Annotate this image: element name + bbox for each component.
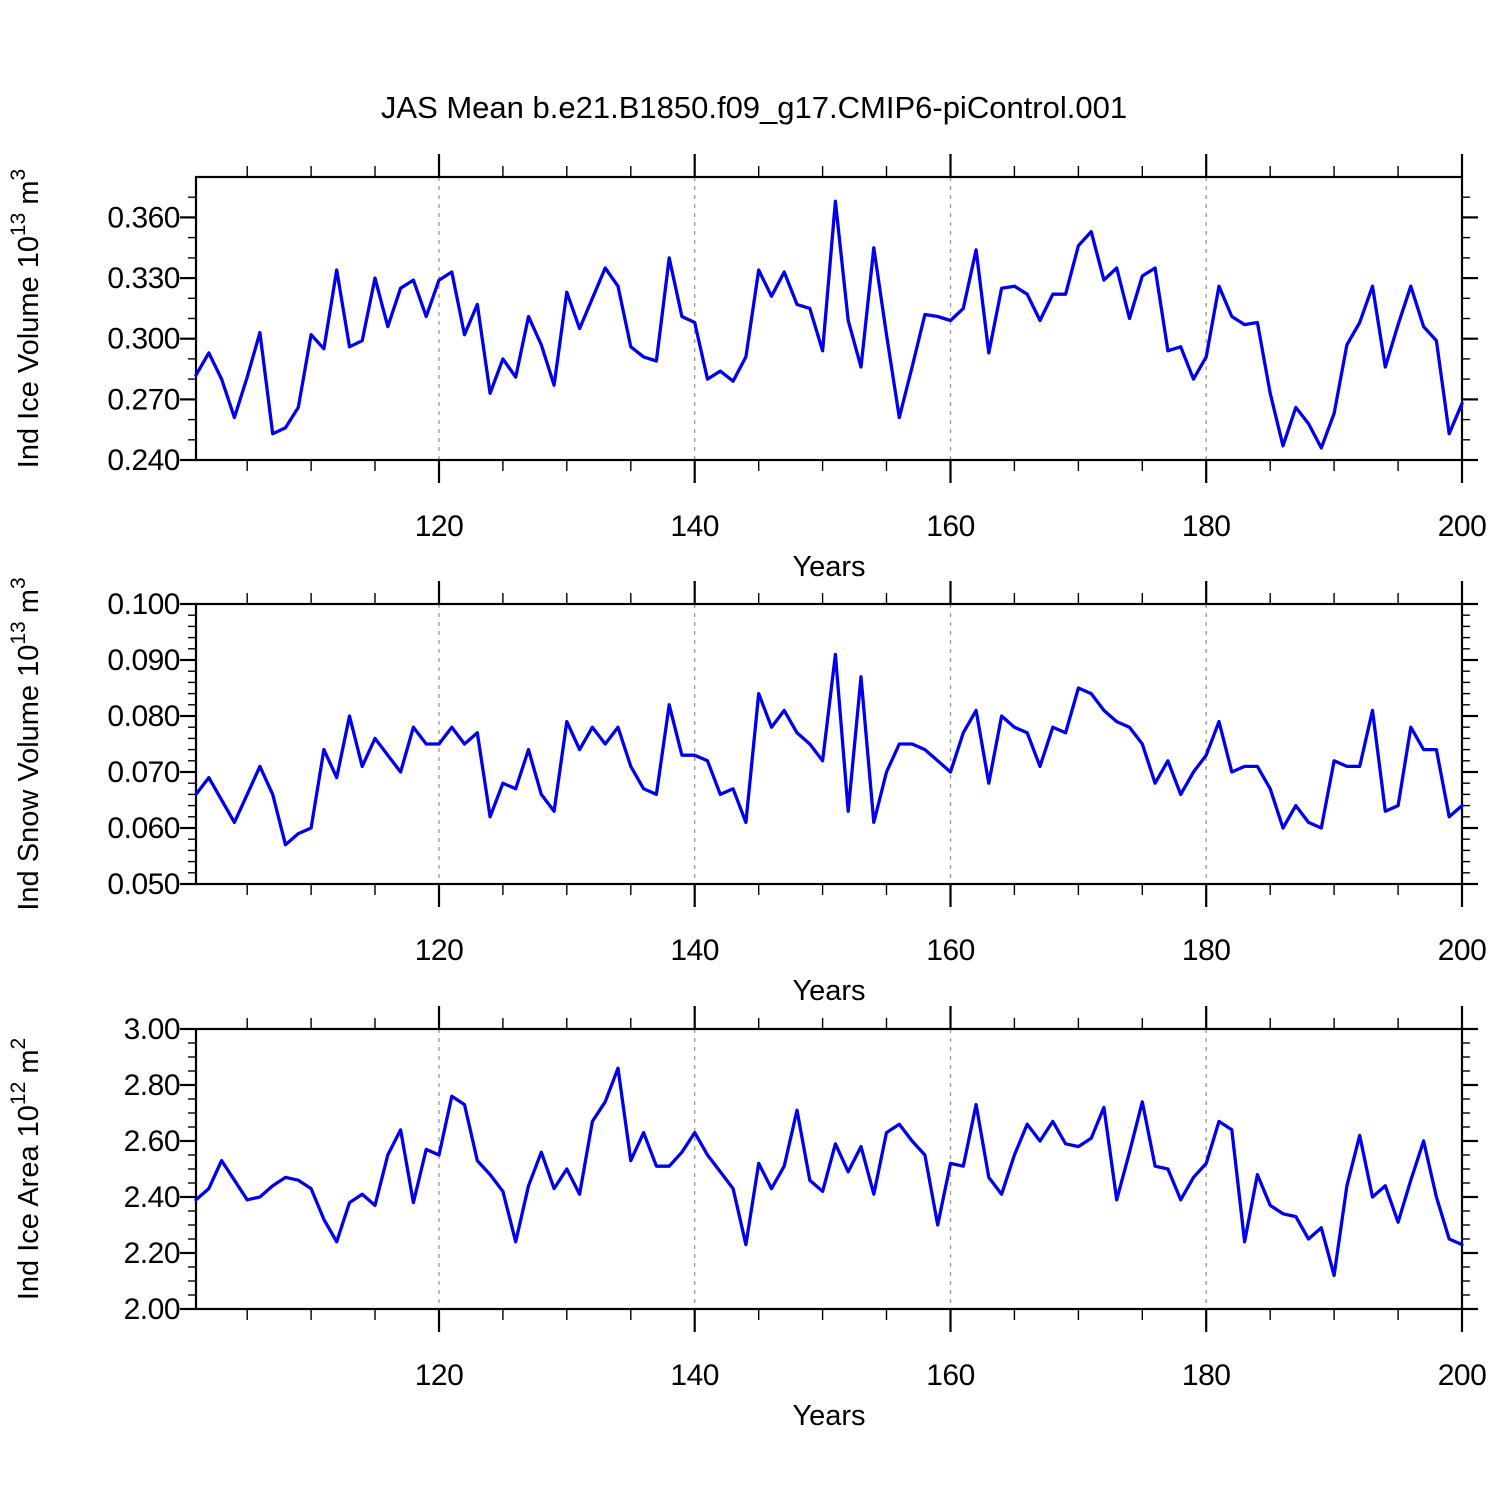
plot-frame xyxy=(194,602,1464,886)
y-tick-label: 0.270 xyxy=(107,383,180,416)
x-tick-label: 160 xyxy=(926,934,975,967)
y-tick-label: 2.20 xyxy=(124,1237,180,1270)
y-tick-label: 0.360 xyxy=(107,201,180,234)
y-axis-title: Ind Ice Volume 1013 m3 xyxy=(7,169,45,468)
y-tick-label: 0.240 xyxy=(107,444,180,477)
y-tick-label: 2.40 xyxy=(124,1181,180,1214)
y-axis-title: Ind Ice Area 1012 m2 xyxy=(7,1038,45,1300)
y-tick-label: 0.070 xyxy=(107,756,180,789)
y-tick-label: 2.80 xyxy=(124,1069,180,1102)
x-tick-label: 140 xyxy=(670,510,719,543)
x-axis-label: Years xyxy=(792,551,865,583)
y-tick-label: 0.050 xyxy=(107,868,180,901)
y-tick-label: 0.060 xyxy=(107,812,180,845)
x-tick-label: 180 xyxy=(1182,1359,1231,1392)
y-tick-label: 3.00 xyxy=(124,1013,180,1046)
x-tick-label: 120 xyxy=(415,1359,464,1392)
x-tick-label: 140 xyxy=(670,1359,719,1392)
series-line-snow-volume xyxy=(194,652,1464,847)
y-tick-label: 0.100 xyxy=(107,588,180,621)
panel-ice-volume: 0.360 0.330 0.300 0.270 0.240 120 140 160 180 200… xyxy=(7,154,1487,583)
x-tick-label: 200 xyxy=(1438,1359,1487,1392)
x-tick-label: 180 xyxy=(1182,510,1231,543)
series-line-ice-area xyxy=(194,1066,1464,1278)
x-tick-label: 120 xyxy=(415,510,464,543)
y-axis-title: Ind Snow Volume 1013 m3 xyxy=(7,577,45,910)
plot-frame xyxy=(194,175,1464,462)
x-tick-label: 120 xyxy=(415,934,464,967)
y-tick-label: 0.080 xyxy=(107,700,180,733)
plot-frame xyxy=(194,1027,1464,1311)
x-tick-label: 200 xyxy=(1438,510,1487,543)
x-tick-label: 140 xyxy=(670,934,719,967)
x-tick-label: 160 xyxy=(926,510,975,543)
x-axis-label: Years xyxy=(792,975,865,1007)
series-line-ice-volume xyxy=(194,199,1464,450)
y-tick-label: 2.00 xyxy=(124,1293,180,1326)
y-tick-label: 0.330 xyxy=(107,262,180,295)
y-tick-label: 0.090 xyxy=(107,644,180,677)
x-tick-label: 180 xyxy=(1182,934,1231,967)
y-tick-label: 0.300 xyxy=(107,323,180,356)
x-tick-label: 160 xyxy=(926,1359,975,1392)
panel-snow-volume: 0.100 0.090 0.080 0.070 0.060 0.050 120 140 160 1… xyxy=(7,577,1487,1007)
panel-ice-area: 3.00 2.80 2.60 2.40 2.20 2.00 120 140 160 180 200 Y… xyxy=(7,1006,1487,1432)
x-axis-label: Years xyxy=(792,1400,865,1432)
x-tick-label: 200 xyxy=(1438,934,1487,967)
chart-title: JAS Mean b.e21.B1850.f09_g17.CMIP6-piCon… xyxy=(381,90,1127,125)
y-tick-label: 2.60 xyxy=(124,1125,180,1158)
